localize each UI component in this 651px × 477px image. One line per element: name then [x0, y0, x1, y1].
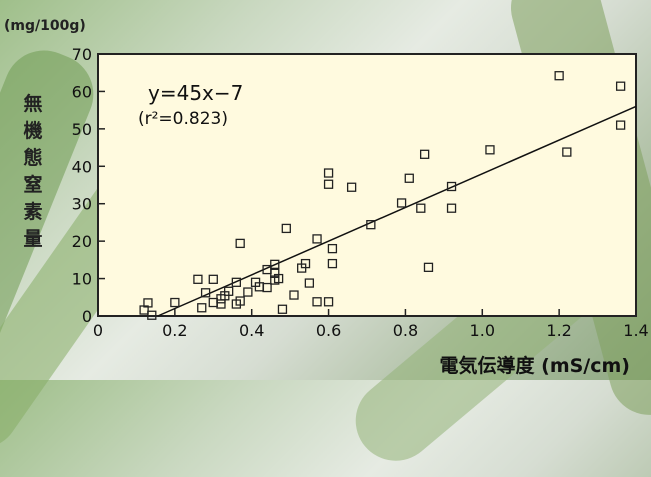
y-axis-label-char: 機: [23, 119, 42, 142]
data-point: [312, 297, 322, 307]
data-point: [396, 198, 407, 208]
data-point: [270, 259, 280, 269]
data-point: [615, 81, 626, 91]
data-point: [323, 168, 334, 178]
data-point: [323, 297, 334, 307]
data-point: [235, 238, 245, 249]
data-point: [289, 290, 299, 300]
data-point: [327, 243, 338, 254]
data-points: [139, 71, 626, 320]
data-point: [281, 223, 291, 234]
y-axis-label-char: 素: [23, 200, 42, 223]
y-tick-label: 30: [72, 195, 92, 214]
x-axis-ticks: 0 0.2 0.4 0.6 0.8 1.0 1.2 1.4: [93, 309, 649, 340]
y-tick-label: 20: [72, 232, 92, 251]
data-point: [554, 71, 564, 81]
y-axis-label-char: 態: [23, 146, 42, 169]
data-point: [224, 286, 234, 296]
data-point: [404, 173, 414, 183]
data-point: [197, 303, 207, 313]
r-squared-label: (r²=0.823): [138, 109, 228, 129]
y-axis-label-char: 無: [23, 92, 42, 115]
y-axis-label-char: 量: [23, 228, 42, 250]
y-tick-label: 10: [72, 270, 92, 289]
data-point: [423, 262, 434, 272]
data-point: [277, 304, 288, 314]
y-tick-label: 60: [72, 82, 92, 101]
data-point: [346, 182, 357, 192]
data-point: [485, 145, 495, 155]
data-point: [193, 274, 203, 284]
data-point: [304, 278, 315, 288]
data-point: [323, 179, 334, 189]
data-point: [446, 181, 457, 192]
data-point: [562, 147, 572, 157]
data-point: [273, 273, 284, 284]
data-point: [208, 274, 218, 284]
x-tick-label: 0.2: [162, 321, 187, 340]
x-axis-label: 電気伝導度 (mS/cm): [440, 354, 630, 377]
data-point: [615, 120, 626, 130]
data-point: [419, 149, 430, 159]
y-unit-label: (mg/100g): [4, 18, 86, 34]
y-axis-ticks: 0 10 20 30 40 50 60 70: [72, 45, 105, 326]
x-tick-label: 1.2: [546, 321, 571, 340]
data-point: [446, 203, 457, 213]
data-point: [231, 277, 241, 287]
data-point: [327, 258, 338, 269]
x-tick-label: 0.8: [393, 321, 418, 340]
data-point: [243, 287, 253, 297]
plot-area: [97, 53, 637, 317]
data-point: [170, 297, 180, 308]
data-point: [139, 305, 149, 315]
trendline: [157, 105, 637, 317]
x-tick-label: 0: [93, 321, 103, 340]
regression-equation: y=45x−7: [148, 81, 243, 105]
data-point: [147, 310, 157, 320]
data-point: [262, 282, 272, 293]
data-point: [300, 258, 311, 269]
y-tick-label: 40: [72, 157, 92, 176]
x-tick-label: 0.4: [239, 321, 264, 340]
data-point: [416, 203, 426, 213]
y-axis-label-char: 窒: [23, 173, 42, 196]
x-tick-label: 0.6: [316, 321, 341, 340]
data-point: [200, 288, 211, 298]
data-point: [312, 234, 322, 244]
x-tick-label: 1.4: [623, 321, 648, 340]
data-point: [366, 220, 376, 230]
y-tick-label: 70: [72, 45, 92, 64]
x-tick-label: 1.0: [470, 321, 495, 340]
y-tick-label: 50: [72, 120, 92, 139]
data-point: [235, 296, 245, 306]
y-tick-label: 0: [82, 307, 92, 326]
